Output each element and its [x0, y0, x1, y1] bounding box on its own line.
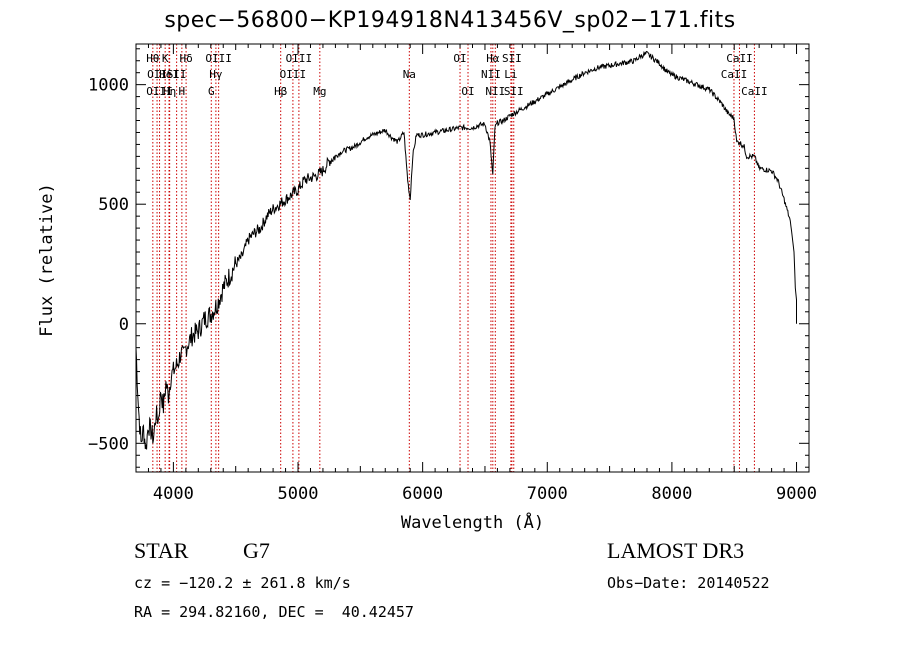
line-marker-labels: Hθ OII OIII K HeI Hη SII H Hδ G Hγ OIII Hβ OIII OIII Mg… — [146, 52, 767, 98]
line-marker-label: NII — [485, 85, 505, 98]
line-marker-label: SII — [502, 52, 522, 65]
line-marker-label: OI — [461, 85, 474, 98]
line-marker-label: OIII — [146, 85, 173, 98]
line-marker-label: Hγ — [209, 68, 223, 81]
y-tick-label: −500 — [88, 434, 129, 454]
x-tick-label: 9000 — [776, 484, 817, 504]
line-marker-label: Hδ — [179, 52, 192, 65]
survey-name: LAMOST DR3 — [607, 538, 745, 563]
x-tick-label: 5000 — [278, 484, 319, 504]
x-tick-label: 6000 — [402, 484, 443, 504]
y-axis: −500 0 500 1000 — [88, 48, 809, 468]
line-marker-label: OII — [147, 68, 167, 81]
x-tick-label: 4000 — [153, 484, 194, 504]
line-marker-label: CaII — [741, 85, 768, 98]
spectrum-line — [135, 50, 797, 450]
observation-date: Obs−Date: 20140522 — [607, 574, 770, 592]
line-marker-label: OI — [453, 52, 466, 65]
line-marker-label: OIII — [205, 52, 232, 65]
line-marker-label: G — [208, 85, 215, 98]
y-tick-label: 500 — [98, 195, 129, 215]
line-marker-label: HeI — [159, 68, 179, 81]
line-marker-label: Hβ — [274, 85, 288, 98]
line-marker-label: K — [162, 52, 169, 65]
line-marker-label: Na — [403, 68, 416, 81]
line-marker-label: CaII — [726, 52, 753, 65]
y-tick-label: 0 — [119, 315, 129, 335]
line-markers — [152, 44, 755, 472]
line-marker-label: Hη — [163, 85, 176, 98]
coordinates: RA = 294.82160, DEC = 40.42457 — [134, 603, 414, 621]
redshift-cz: cz = −120.2 ± 261.8 km/s — [134, 574, 351, 592]
object-class: STAR — [134, 538, 189, 563]
object-subclass: G7 — [243, 538, 270, 563]
x-axis: 4000 5000 6000 7000 8000 9000 — [135, 44, 817, 504]
x-tick-label: 7000 — [527, 484, 568, 504]
line-marker-label: CaII — [721, 68, 748, 81]
line-marker-label: OIII — [280, 68, 307, 81]
plot-frame — [135, 43, 810, 473]
line-marker-label: SII — [167, 68, 187, 81]
line-marker-label: NII — [481, 68, 501, 81]
line-marker-label: OIII — [286, 52, 313, 65]
x-axis-label: Wavelength (Å) — [401, 511, 544, 533]
line-marker-label: SII — [504, 85, 524, 98]
y-tick-label: 1000 — [88, 76, 129, 96]
line-marker-label: Hα — [486, 52, 500, 65]
line-marker-label: H — [179, 85, 186, 98]
line-marker-label: Hθ — [146, 52, 159, 65]
line-marker-label: Li — [504, 68, 517, 81]
chart-title: spec−56800−KP194918N413456V_sp02−171.fit… — [164, 8, 736, 33]
line-marker-label: Mg — [313, 85, 326, 98]
y-axis-label: Flux (relative) — [37, 183, 57, 337]
x-tick-label: 8000 — [651, 484, 692, 504]
